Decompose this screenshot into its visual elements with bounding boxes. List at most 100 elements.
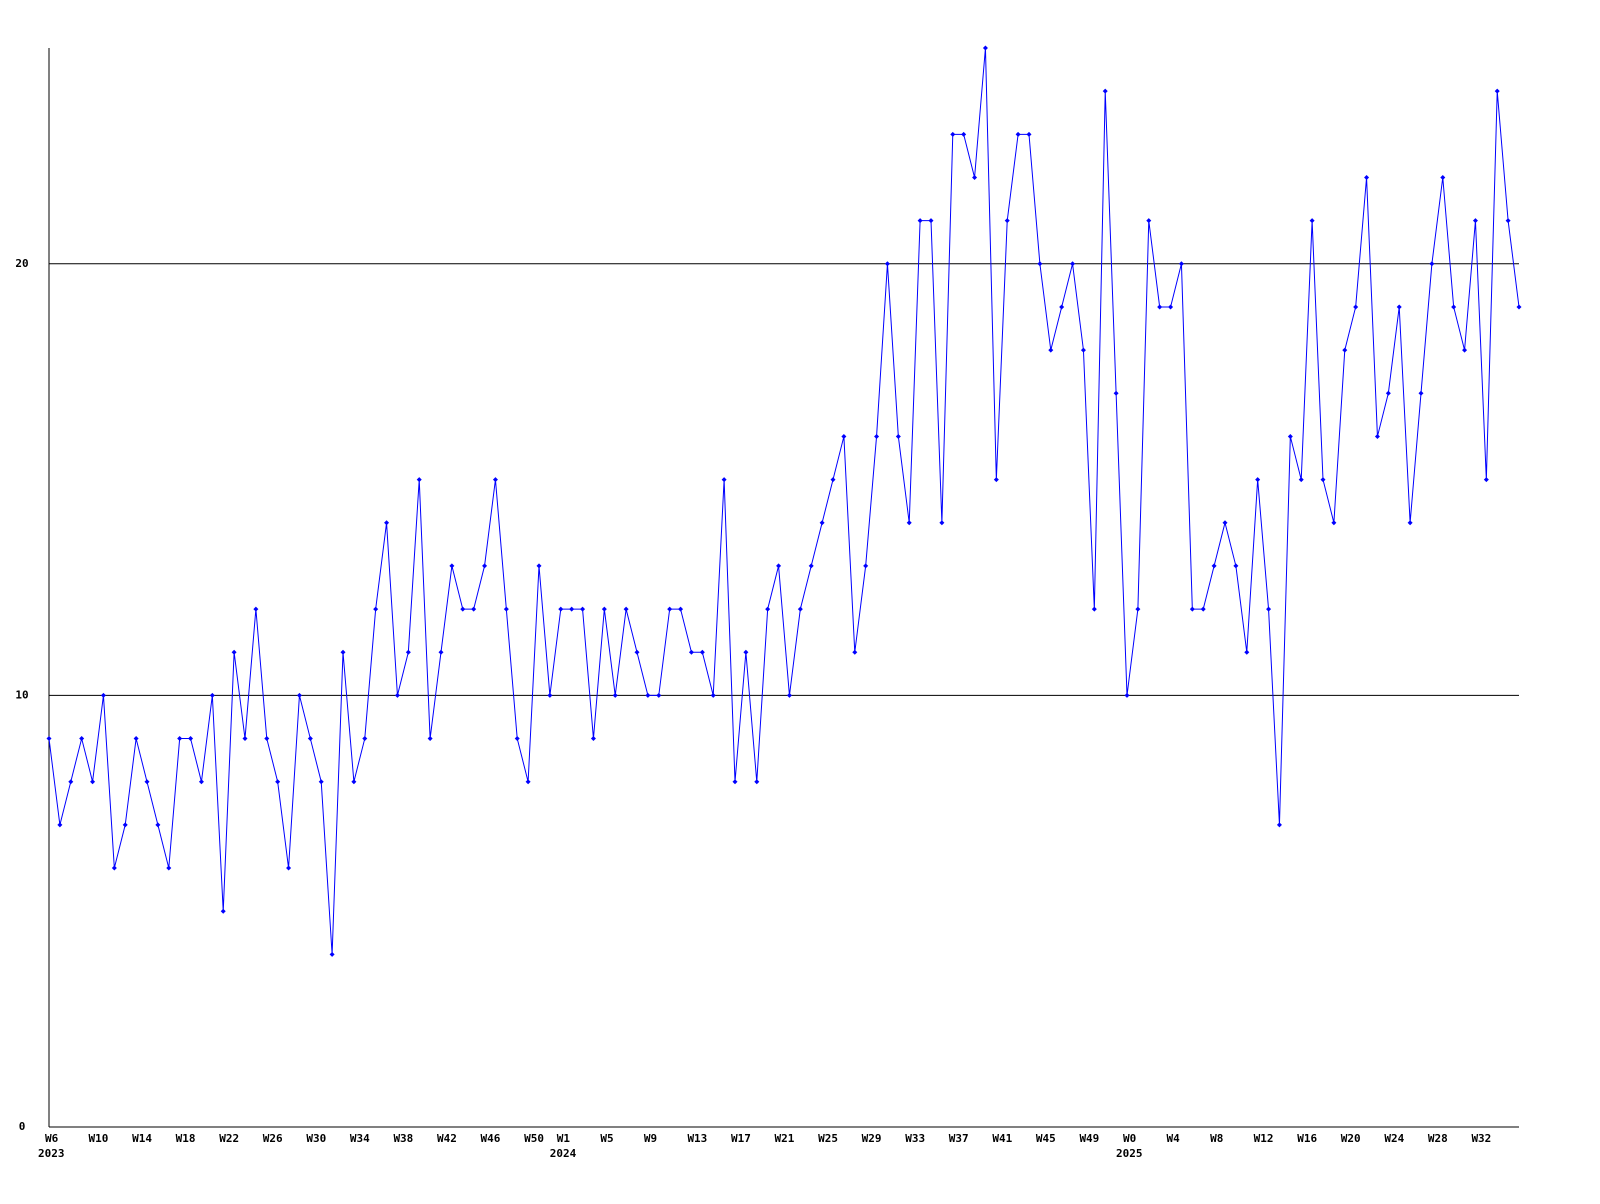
point-marker <box>656 692 662 698</box>
point-marker <box>1059 304 1065 310</box>
point-marker <box>492 477 498 483</box>
point-marker <box>601 606 607 612</box>
point-marker <box>525 779 531 785</box>
point-marker <box>405 649 411 655</box>
point-marker <box>318 779 324 785</box>
point-marker <box>699 649 705 655</box>
point-marker <box>1157 304 1163 310</box>
point-marker <box>1462 347 1468 353</box>
point-marker <box>471 606 477 612</box>
point-marker <box>1244 649 1250 655</box>
y-tick-label: 0 <box>19 1120 26 1133</box>
point-marker <box>307 736 313 742</box>
line <box>48 47 1520 955</box>
point-marker <box>503 606 509 612</box>
x-tick-label: W0 <box>1123 1132 1136 1145</box>
point-marker <box>1494 88 1500 94</box>
point-marker <box>819 520 825 526</box>
x-tick-label: W38 <box>393 1132 413 1145</box>
point-marker <box>220 908 226 914</box>
point-marker <box>155 822 161 828</box>
x-tick-label: W41 <box>992 1132 1012 1145</box>
point-marker <box>514 736 520 742</box>
point-marker <box>1211 563 1217 569</box>
point-marker <box>536 563 542 569</box>
point-marker <box>1266 606 1272 612</box>
point-marker <box>765 606 771 612</box>
point-marker <box>688 649 694 655</box>
year-label: 2024 <box>550 1147 577 1160</box>
point-marker <box>1026 131 1032 137</box>
point-marker <box>1091 606 1097 612</box>
point-marker <box>1331 520 1337 526</box>
point-marker <box>1276 822 1282 828</box>
x-tick-label: W24 <box>1384 1132 1404 1145</box>
x-tick-label: W14 <box>132 1132 152 1145</box>
x-tick-label: W28 <box>1428 1132 1448 1145</box>
point-marker <box>961 131 967 137</box>
x-tick-label: W9 <box>644 1132 657 1145</box>
point-marker <box>1168 304 1174 310</box>
point-marker <box>558 606 564 612</box>
point-marker <box>438 649 444 655</box>
point-marker <box>482 563 488 569</box>
point-marker <box>874 433 880 439</box>
year-label: 2025 <box>1116 1147 1143 1160</box>
point-marker <box>460 606 466 612</box>
point-marker <box>166 865 172 871</box>
x-tick-label: W6 <box>45 1132 59 1145</box>
point-marker <box>1407 520 1413 526</box>
point-marker <box>1516 304 1522 310</box>
x-tick-label: W34 <box>350 1132 370 1145</box>
point-marker <box>1364 174 1370 180</box>
point-marker <box>340 649 346 655</box>
x-tick-label: W8 <box>1210 1132 1223 1145</box>
point-marker <box>917 218 923 224</box>
point-marker <box>1102 88 1108 94</box>
x-tick-label: W25 <box>818 1132 838 1145</box>
point-marker <box>1418 390 1424 396</box>
point-marker <box>286 865 292 871</box>
point-marker <box>950 131 956 137</box>
point-marker <box>667 606 673 612</box>
x-tick-label: W18 <box>176 1132 196 1145</box>
point-marker <box>275 779 281 785</box>
point-marker <box>721 477 727 483</box>
point-marker <box>1309 218 1315 224</box>
point-marker <box>776 563 782 569</box>
point-marker <box>100 692 106 698</box>
point-marker <box>1015 131 1021 137</box>
x-tick-label: W5 <box>600 1132 613 1145</box>
point-marker <box>384 520 390 526</box>
point-marker <box>884 261 890 267</box>
point-marker <box>253 606 259 612</box>
point-marker <box>634 649 640 655</box>
point-marker <box>1255 477 1261 483</box>
x-tick-label: W10 <box>89 1132 109 1145</box>
point-marker <box>1048 347 1054 353</box>
x-tick-label: W42 <box>437 1132 457 1145</box>
year-label: 2023 <box>38 1147 65 1160</box>
point-marker <box>394 692 400 698</box>
point-marker <box>362 736 368 742</box>
x-tick-label: W46 <box>481 1132 501 1145</box>
point-marker <box>1483 477 1489 483</box>
point-marker <box>645 692 651 698</box>
x-tick-label: W37 <box>949 1132 969 1145</box>
point-marker <box>939 520 945 526</box>
point-marker <box>623 606 629 612</box>
point-marker <box>797 606 803 612</box>
point-marker <box>1135 606 1141 612</box>
point-marker <box>1037 261 1043 267</box>
point-marker <box>1189 606 1195 612</box>
point-marker <box>743 649 749 655</box>
point-marker <box>57 822 63 828</box>
point-marker <box>449 563 455 569</box>
x-tick-label: W16 <box>1297 1132 1317 1145</box>
point-marker <box>1472 218 1478 224</box>
point-marker <box>1451 304 1457 310</box>
x-tick-label: W30 <box>306 1132 326 1145</box>
x-tick-label: W20 <box>1341 1132 1361 1145</box>
point-marker <box>1004 218 1010 224</box>
